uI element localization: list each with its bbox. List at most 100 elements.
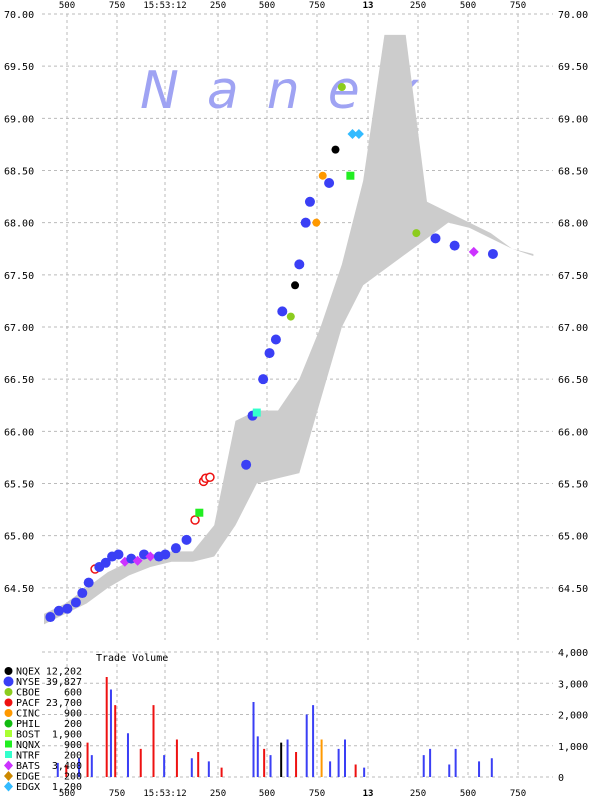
price-tick-label-right: 65.00 [558,532,588,543]
legend-marker [4,760,13,771]
trade-marker-bats [145,551,156,562]
price-tick-label-right: 65.50 [558,480,588,491]
trade-marker-nyse [53,605,64,616]
volume-bar-nyse [490,758,493,777]
legend-exchange: PACF [16,698,40,709]
trade-marker-nyse [83,577,94,588]
price-tick-label-right: 66.00 [558,427,588,438]
nbbo-band [44,34,534,625]
trade-marker-nyse [487,248,498,259]
volume-bar-nyse [344,739,346,777]
price-tick-label-left: 66.00 [4,427,34,438]
price-tick-label-left: 65.50 [4,480,34,491]
legend-exchange: BATS [16,761,40,772]
volume-bar-pacf [295,752,298,777]
price-tick-label-right: 67.50 [558,271,588,282]
legend-item-nqex: NQEX 12,202 [4,667,82,678]
volume-bar-nyse [363,767,366,777]
trade-marker-nyse [170,543,181,554]
volume-bar-nyse [312,705,315,777]
time-axis-bottom: 500 750 15:53:12 250 500 750 13 250 500 750 [59,789,526,799]
price-tick-label-left: 64.50 [4,584,34,595]
legend-item-phil: PHIL 200 [4,719,82,730]
trade-marker-cboe [337,83,346,92]
volume-tick-label: 1,000 [558,742,588,753]
volume-bar-nyse [126,733,129,777]
trade-marker-nyse [449,240,460,251]
legend-count: 39,827 [46,677,82,688]
volume-bar-nyse [109,689,112,777]
time-tick-label-bottom: 500 [59,789,75,799]
trade-marker-bats [132,555,143,566]
volume-bar-nyse [429,748,432,777]
price-tick-label-right: 68.00 [558,219,588,230]
price-tick-label-right: 64.50 [558,584,588,595]
time-tick-label-bottom: 250 [210,789,226,799]
legend-item-ntrf: NTRF 200 [5,751,82,762]
volume-bar-nyse [478,761,481,777]
legend-item-pacf: PACF 23,700 [4,698,82,709]
time-tick-label-top: 250 [210,1,226,11]
time-tick-label-top: 500 [59,1,75,11]
trade-marker-nyse [277,306,288,317]
price-tick-label-left: 69.00 [4,114,34,125]
time-axis-top: 500 750 15:53:12 250 500 750 13 250 500 750 [59,1,526,11]
trade-marker-nqex [331,145,340,154]
trade-marker-nyse [324,178,335,189]
volume-bar-nyse [190,758,193,777]
price-tick-label-left: 67.50 [4,271,34,282]
volume-bar-nyse [90,755,93,777]
volume-bar-nqex [280,742,283,777]
volume-tick-label: 2,000 [558,711,588,722]
volume-bar-nyse [256,736,259,777]
trade-marker-nyse [181,534,192,545]
volume-bar-nyse [269,755,272,777]
time-tick-label-bottom: 500 [460,789,476,799]
legend-count: 1,900 [52,730,82,741]
volume-bar-nyse [163,755,166,777]
legend-marker [3,676,14,687]
trade-marker-nyse [270,334,281,345]
volume-bar-pacf [220,767,223,777]
trade-marker-nyse [430,233,441,244]
legend-exchange: BOST [16,730,40,741]
volume-bar-pacf [86,742,89,777]
trade-marker-nyse [304,196,315,207]
legend-marker [5,751,12,758]
time-tick-label-top: 13 [363,1,374,11]
time-tick-label-top: 500 [259,1,275,11]
legend-item-bost: BOST 1,900 [5,730,82,741]
time-tick-label-bottom: 500 [259,789,275,799]
trade-marker-edgx [347,128,358,139]
trade-marker-nqnx [346,171,355,180]
trade-marker-nyse [77,588,88,599]
volume-axis: 0 1,000 2,000 3,000 4,000 [558,648,588,784]
volume-bar-nyse [448,764,451,777]
time-tick-label-top: 250 [410,1,426,11]
trade-markers [45,83,498,623]
price-tick-label-right: 69.00 [558,114,588,125]
price-tick-label-left: 65.00 [4,532,34,543]
legend-exchange: NQEX [16,667,40,678]
price-tick-label-right: 68.50 [558,167,588,178]
legend-exchange: EDGX [16,782,40,793]
legend-exchange: NYSE [16,677,40,688]
time-tick-label-bottom: 15:53:12 [143,789,186,799]
price-tick-label-right: 67.00 [558,323,588,334]
trade-marker-ntrf [252,408,261,417]
legend-item-edgx: EDGX 1,200 [4,781,82,793]
price-tick-label-left: 68.50 [4,167,34,178]
legend-count: 3,400 [52,761,82,772]
volume-bar-pacf [354,764,357,777]
price-axis-left: 64.50 65.00 65.50 66.00 66.50 67.00 67.50 68.00… [4,10,34,595]
legend-item-cboe: CBOE 600 [4,688,82,699]
volume-bar-nyse [286,739,289,777]
price-tick-label-left: 68.00 [4,219,34,230]
volume-bar-pacf [65,765,68,777]
trade-marker-cinc [318,171,327,180]
legend-marker [4,719,13,728]
volume-bars [56,677,493,777]
volume-bar-pacf [197,752,200,777]
legend-count: 200 [64,751,82,762]
